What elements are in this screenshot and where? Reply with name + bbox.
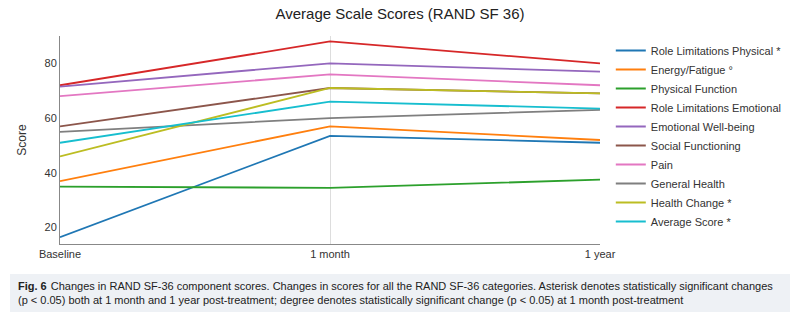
svg-text:Health Change *: Health Change * xyxy=(651,197,732,209)
svg-text:General Health: General Health xyxy=(651,178,725,190)
html-text:Fig. 6 Changes in RAND SF-36 c: Fig. 6 Changes in RAND SF-36 component s… xyxy=(18,280,773,306)
svg-text:Baseline: Baseline xyxy=(39,248,81,260)
svg-text:60: 60 xyxy=(45,112,57,124)
svg-text:Score: Score xyxy=(15,124,29,156)
svg-text:Average Score *: Average Score * xyxy=(651,216,732,228)
svg-text:Role Limitations Physical *: Role Limitations Physical * xyxy=(651,45,781,57)
svg-text:Energy/Fatigue °: Energy/Fatigue ° xyxy=(651,64,733,76)
svg-text:Emotional Well-being: Emotional Well-being xyxy=(651,121,755,133)
svg-text:Average Scale Scores (RAND SF: Average Scale Scores (RAND SF 36) xyxy=(276,5,525,22)
svg-text:Role Limitations Emotional: Role Limitations Emotional xyxy=(651,102,781,114)
svg-text:40: 40 xyxy=(45,167,57,179)
svg-text:1 month: 1 month xyxy=(310,248,350,260)
svg-text:1 year: 1 year xyxy=(585,248,616,260)
svg-text:Pain: Pain xyxy=(651,159,673,171)
svg-text:Social Functioning: Social Functioning xyxy=(651,140,741,152)
svg-text:80: 80 xyxy=(45,57,57,69)
svg-text:Physical Function: Physical Function xyxy=(651,83,737,95)
svg-text:20: 20 xyxy=(45,221,57,233)
